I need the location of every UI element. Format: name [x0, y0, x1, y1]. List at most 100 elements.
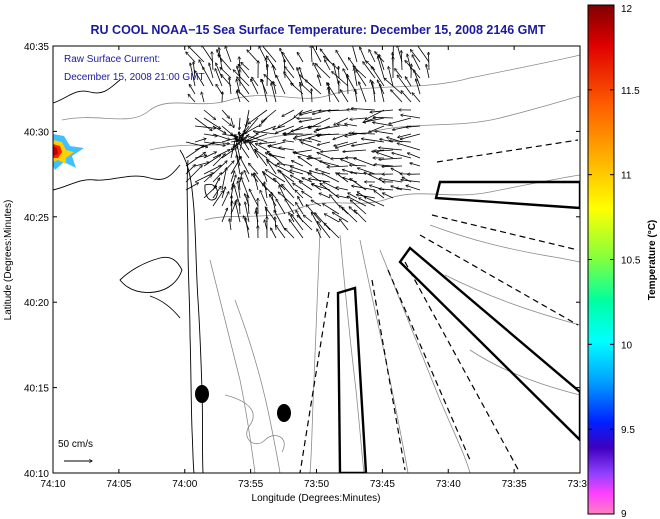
current-vector — [401, 51, 402, 71]
current-vector — [285, 67, 295, 79]
current-vector — [266, 58, 267, 71]
current-vector — [397, 143, 421, 151]
current-vector — [291, 214, 304, 231]
current-vector — [236, 139, 250, 159]
current-vector — [294, 149, 313, 153]
transect-line — [387, 269, 471, 461]
current-vector — [274, 178, 286, 191]
current-vector — [296, 202, 304, 215]
current-vector — [212, 52, 213, 71]
current-vector — [203, 67, 214, 87]
current-vector — [188, 94, 196, 103]
current-vector — [229, 78, 232, 95]
current-vector — [185, 165, 195, 175]
current-vector — [308, 126, 322, 127]
x-axis-ticks: 74:10 74:05 74:00 73:55 73:50 73:45 73:40 73:35… — [40, 46, 593, 490]
current-vector — [405, 61, 421, 79]
current-vector — [245, 117, 259, 134]
current-vector — [194, 155, 207, 159]
current-vector — [324, 223, 340, 239]
current-vector — [248, 140, 259, 159]
x-tick-label: 73:50 — [304, 479, 329, 490]
colorbar-tick-label: 11 — [621, 171, 632, 182]
current-vector — [379, 189, 394, 190]
current-vector — [308, 138, 322, 143]
current-vector — [354, 158, 376, 167]
current-vector — [298, 197, 304, 207]
current-vector — [221, 161, 234, 175]
current-vector — [267, 65, 268, 87]
current-vector — [299, 109, 322, 115]
current-vector — [374, 191, 385, 199]
current-vector — [371, 67, 385, 87]
x-tick-label: 74:10 — [40, 479, 65, 490]
current-vector — [293, 183, 304, 191]
current-vector — [320, 161, 340, 167]
current-vector — [302, 178, 313, 183]
current-vector — [203, 155, 221, 167]
current-vector — [332, 72, 349, 87]
contour-line — [444, 274, 580, 326]
current-timestamp: December 15, 2008 21:00 GMT — [64, 72, 205, 83]
current-vector — [246, 218, 250, 239]
current-vector — [401, 180, 421, 183]
contour-line — [61, 54, 580, 121]
current-vector — [254, 174, 259, 191]
current-vector — [291, 83, 304, 95]
zone-polygon — [398, 246, 580, 442]
current-vector — [201, 92, 205, 103]
current-vector — [369, 50, 376, 63]
current-vector — [212, 191, 223, 207]
contour-line — [379, 249, 471, 473]
current-vector — [414, 70, 421, 87]
current-vector — [194, 162, 209, 167]
current-vector — [233, 70, 250, 87]
current-vector — [230, 117, 234, 128]
current-vector — [297, 215, 313, 231]
current-vector — [325, 60, 331, 71]
current-vector — [230, 138, 236, 159]
current-vector — [340, 90, 349, 103]
current-vector — [342, 207, 358, 223]
current-vector — [373, 117, 394, 118]
current-vector — [238, 64, 250, 79]
current-vector — [225, 46, 232, 63]
current-vector — [332, 212, 349, 223]
current-vector — [297, 52, 304, 63]
current-vector — [203, 133, 217, 136]
current-vector — [279, 186, 286, 199]
current-vector — [285, 199, 295, 215]
x-tick-label: 73:45 — [370, 479, 395, 490]
current-vector — [359, 82, 367, 103]
colorbar: 12 11.5 11 10.5 10 9.5 9 Temperature (°C) — [587, 4, 658, 519]
current-vector — [410, 163, 421, 167]
current-vector — [345, 124, 358, 127]
colorbar-tick-label: 11.5 — [621, 86, 640, 97]
current-vector — [396, 188, 412, 191]
current-vector — [221, 117, 231, 126]
current-vector — [389, 141, 412, 142]
current-vector — [251, 79, 259, 95]
current-vector — [382, 166, 403, 167]
current-vector — [229, 219, 232, 231]
current-vector — [377, 152, 394, 159]
current-vector — [378, 57, 385, 79]
current-vector — [362, 139, 385, 143]
current-vector — [222, 92, 223, 103]
current-vector — [360, 47, 367, 63]
current-vector — [411, 50, 421, 63]
current-vector — [240, 157, 250, 175]
current-vector — [324, 214, 340, 223]
current-vector — [203, 117, 220, 129]
current-vector — [398, 133, 412, 137]
current-vector — [389, 117, 412, 124]
current-vector — [245, 202, 250, 223]
current-vector — [248, 196, 250, 215]
transect-line — [371, 279, 406, 471]
current-vector — [429, 52, 430, 71]
coastline — [53, 79, 218, 473]
current-vector — [373, 122, 394, 127]
current-vector — [282, 109, 295, 116]
y-tick-label: 40:35 — [24, 42, 49, 53]
current-vector — [292, 161, 304, 167]
